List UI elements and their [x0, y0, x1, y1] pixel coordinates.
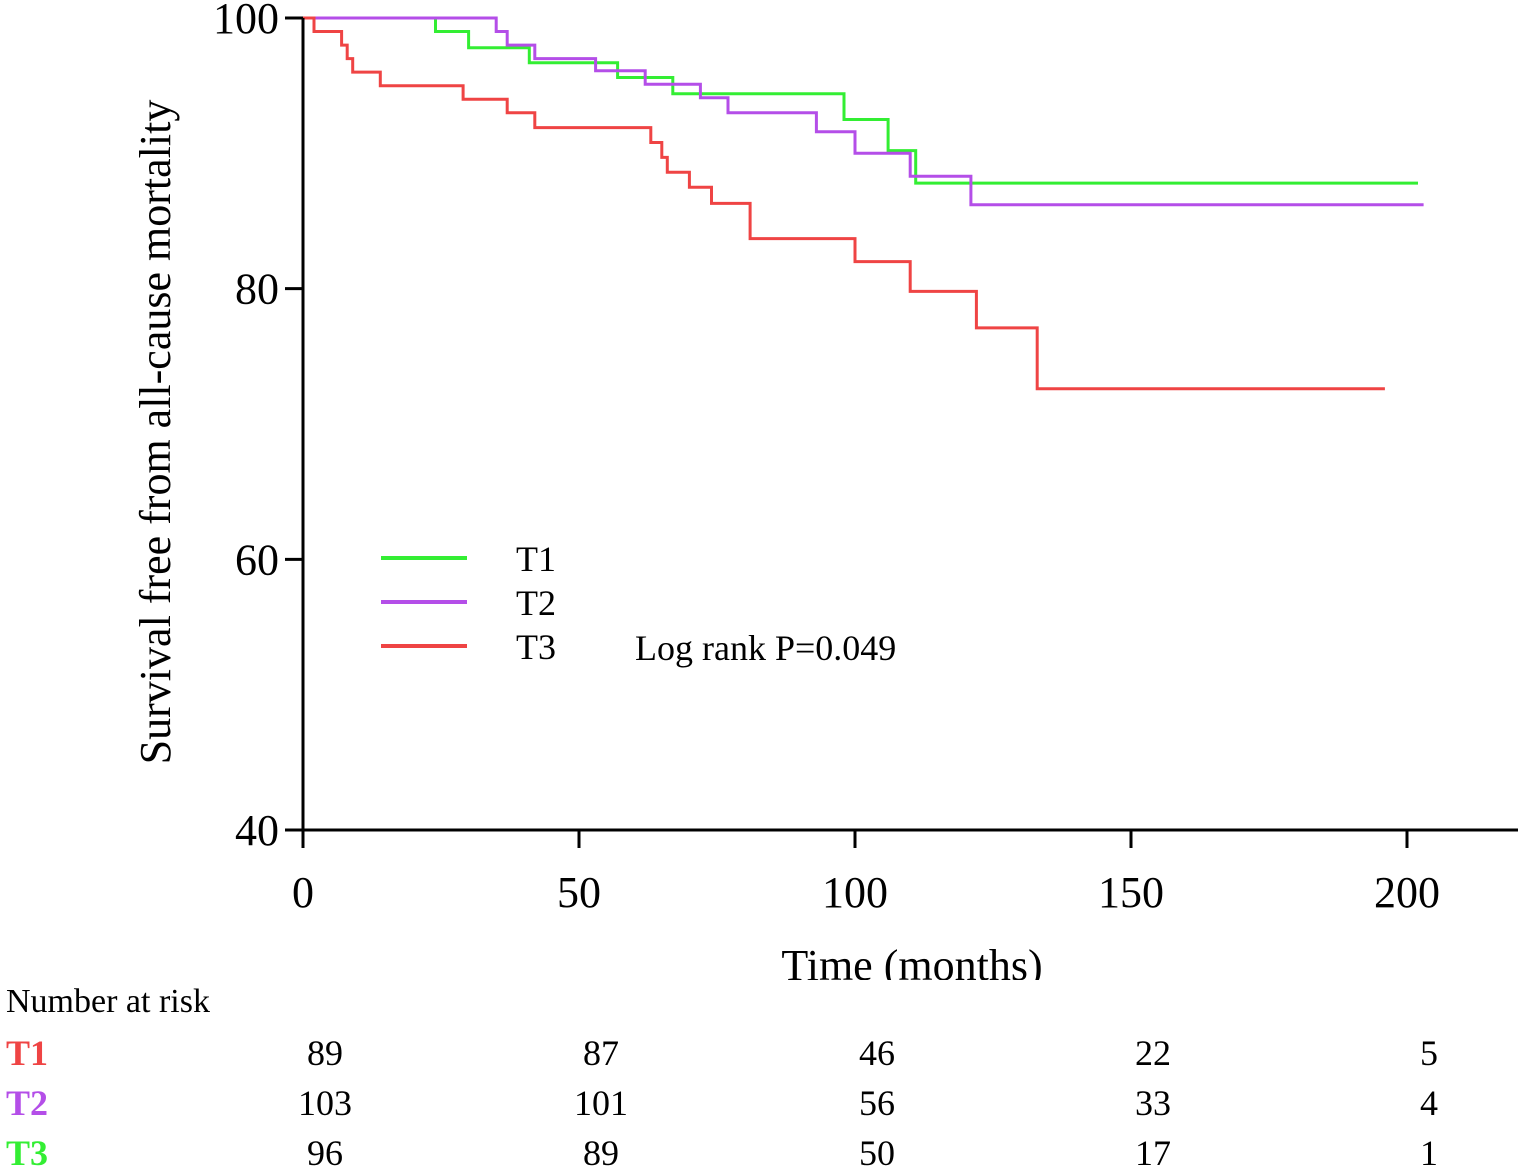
x-tick-label: 0: [292, 868, 314, 917]
x-axis-title: Time (months): [781, 941, 1042, 980]
legend-label-t1: T1: [516, 539, 556, 579]
risk-value: 50: [859, 1133, 895, 1173]
risk-value: 1: [1420, 1133, 1438, 1173]
risk-value: 89: [583, 1133, 619, 1173]
risk-value: 103: [298, 1083, 352, 1123]
risk-value: 33: [1135, 1083, 1171, 1123]
x-tick-label: 100: [822, 868, 888, 917]
y-ticks: 40 60 80 100: [213, 0, 303, 855]
risk-value: 101: [574, 1083, 628, 1123]
y-tick-label: 40: [235, 806, 279, 855]
survival-chart: 40 60 80 100 0 50 100 150 200 Time (months) Sur…: [131, 0, 1518, 980]
curve-t2: [303, 16, 1424, 207]
x-tick-label: 50: [557, 868, 601, 917]
risk-row-label-t3: T3: [6, 1133, 49, 1173]
legend-label-t2: T2: [516, 583, 556, 623]
risk-table-header: Number at risk: [6, 983, 210, 1020]
risk-value: 5: [1420, 1033, 1438, 1073]
risk-value: 17: [1135, 1133, 1171, 1173]
risk-value: 4: [1420, 1083, 1438, 1123]
risk-row-label-t2: T2: [6, 1083, 49, 1123]
x-tick-label: 150: [1098, 868, 1164, 917]
axes: [301, 18, 1518, 832]
survival-curves: [303, 16, 1424, 391]
risk-value: 89: [307, 1033, 343, 1073]
log-rank-annotation: Log rank P=0.049: [635, 628, 896, 668]
curve-t3: [303, 16, 1385, 391]
legend-label-t3: T3: [516, 627, 556, 667]
risk-value: 96: [307, 1133, 343, 1173]
y-tick-label: 100: [213, 0, 279, 43]
x-ticks: 0 50 100 150 200: [292, 830, 1440, 917]
risk-value: 22: [1135, 1033, 1171, 1073]
y-axis-title: Survival free from all-cause mortality: [131, 100, 180, 765]
risk-value: 46: [859, 1033, 895, 1073]
x-tick-label: 200: [1374, 868, 1440, 917]
risk-row-label-t1: T1: [6, 1033, 49, 1073]
y-tick-label: 80: [235, 265, 279, 314]
risk-value: 56: [859, 1083, 895, 1123]
risk-value: 87: [583, 1033, 619, 1073]
y-tick-label: 60: [235, 535, 279, 584]
